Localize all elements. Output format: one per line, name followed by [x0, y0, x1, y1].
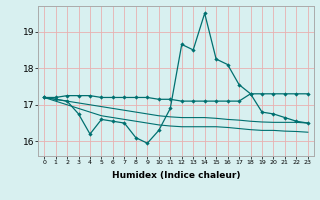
X-axis label: Humidex (Indice chaleur): Humidex (Indice chaleur) — [112, 171, 240, 180]
